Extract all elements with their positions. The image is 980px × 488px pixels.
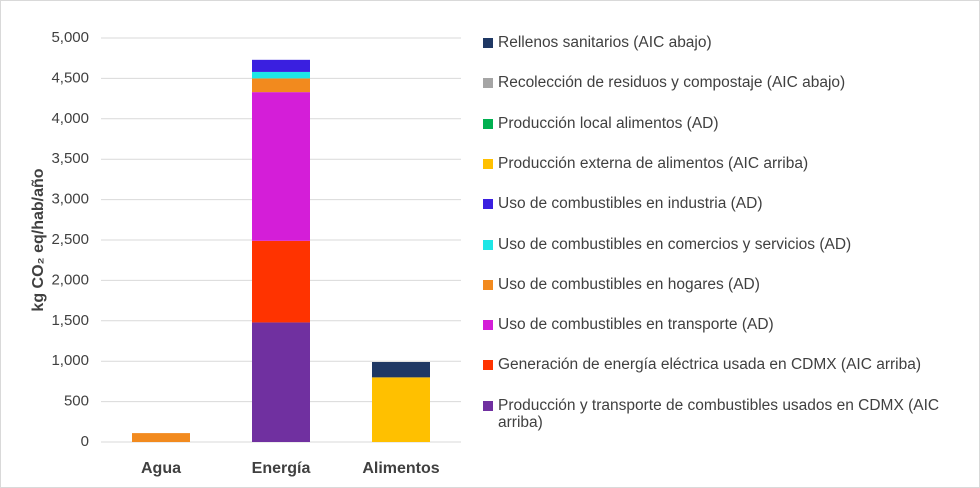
legend-swatch [483, 78, 493, 89]
legend-label: Uso de combustibles en comercios y servi… [498, 235, 852, 253]
x-tick-label: Alimentos [362, 460, 439, 477]
y-tick-label: 1,000 [51, 352, 89, 369]
legend-swatch [483, 199, 493, 210]
bar-segment [252, 92, 310, 241]
legend-label: Generación de energía eléctrica usada en… [498, 356, 922, 374]
bar-segment [132, 433, 190, 442]
legend-swatch [483, 158, 493, 169]
y-tick-label: 3,500 [51, 150, 89, 167]
legend-swatch [483, 38, 493, 48]
bar-segment [252, 322, 310, 442]
legend-label: Producción local alimentos (AD) [498, 114, 719, 132]
legend-swatch [483, 320, 493, 331]
x-tick-label: Agua [141, 460, 181, 477]
bar-segment [252, 240, 310, 323]
bar-segment [252, 59, 310, 72]
legend-label: Uso de combustibles en hogares (AD) [498, 275, 760, 293]
y-tick-label: 500 [64, 393, 89, 410]
legend-label: Uso de combustibles en industria (AD) [498, 195, 763, 213]
legend-swatch [483, 118, 493, 129]
legend-label: Recolección de residuos y compostaje (AI… [498, 74, 846, 92]
y-tick-label: 4,500 [51, 69, 89, 86]
bar-segment [372, 377, 430, 442]
y-axis-title: kg CO₂ eq/hab/año [30, 168, 47, 311]
y-tick-label: 5,000 [51, 29, 89, 46]
x-tick-label: Energía [252, 460, 311, 477]
legend-label: Uso de combustibles en transporte (AD) [498, 316, 774, 334]
legend-label: Producción externa de alimentos (AIC arr… [498, 154, 809, 172]
legend-swatch [483, 279, 493, 290]
y-tick-label: 1,500 [51, 312, 89, 329]
y-tick-label: 0 [81, 433, 89, 450]
y-tick-label: 4,000 [51, 110, 89, 127]
bar-segment [252, 71, 310, 79]
y-tick-label: 3,000 [51, 191, 89, 208]
legend-label: Rellenos sanitarios (AIC abajo) [498, 34, 712, 51]
legend-label: Producción y transporte de combustibles … [498, 396, 940, 431]
legend-swatch [483, 400, 493, 411]
legend-swatch [483, 239, 493, 250]
bar-segment [372, 362, 430, 378]
y-tick-label: 2,500 [51, 231, 89, 248]
legend-swatch [483, 360, 493, 371]
bar-segment [252, 78, 310, 93]
y-tick-label: 2,000 [51, 271, 89, 288]
